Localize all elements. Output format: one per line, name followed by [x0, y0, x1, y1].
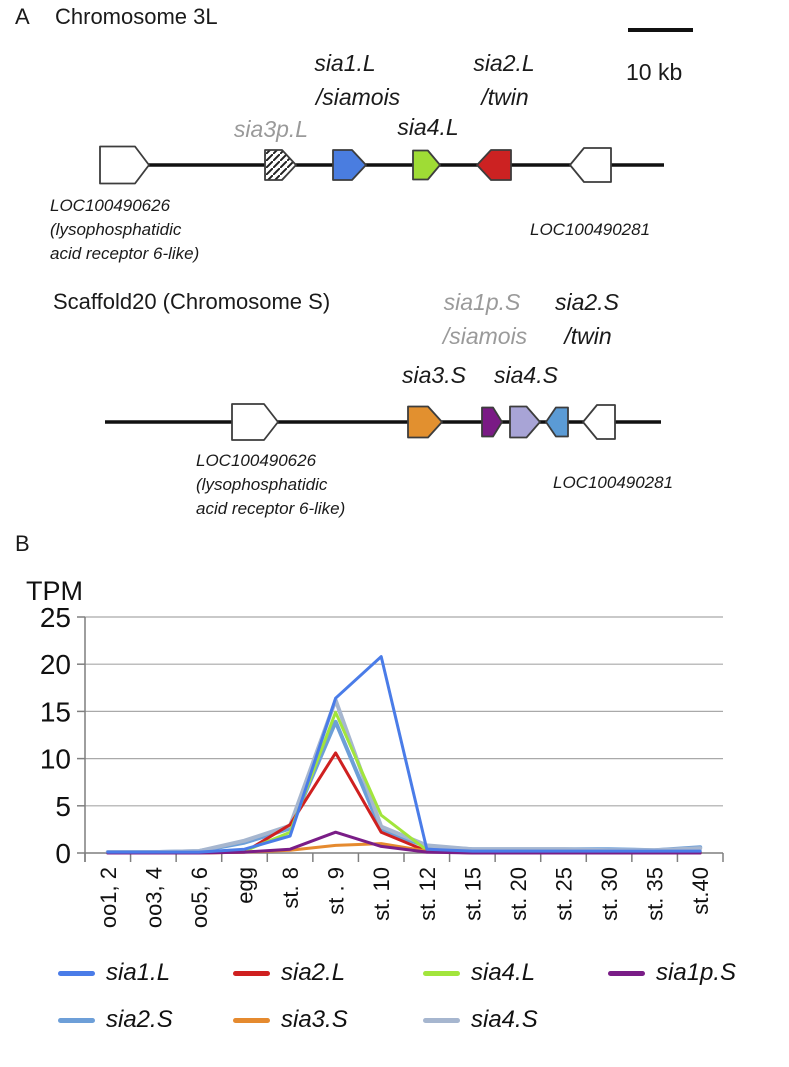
series-line-sia4-l — [106, 710, 702, 855]
x-tick-label-st-20: st. 20 — [506, 867, 531, 921]
x-tick-label-st-9: st . 9 — [324, 867, 349, 915]
x-tick-label-st-25: st. 25 — [552, 867, 577, 921]
panel-b-label: B — [15, 531, 30, 556]
gene-arrow-sia3p-l — [264, 149, 297, 181]
y-tick-label-15: 15 — [40, 696, 71, 727]
gene-arrow-sia4-l — [412, 149, 441, 181]
gene-label-loc100490626: LOC100490626 — [196, 451, 317, 470]
legend-swatch-sia1p-s — [608, 970, 645, 976]
series-line-sia1-l — [106, 655, 702, 854]
legend-item-sia1p-s: sia1p.S — [608, 961, 736, 985]
legend-swatch-sia4-l — [423, 970, 460, 976]
panel-a-label: A — [15, 4, 30, 29]
y-tick-label-5: 5 — [55, 791, 71, 822]
gene-label-sia3p-l: sia3p.L — [233, 116, 309, 142]
gene-label-twin: /twin — [564, 323, 612, 349]
x-tick-label-st-12: st. 12 — [415, 867, 440, 921]
gene-label-sia4-l: sia4.L — [397, 114, 459, 140]
x-tick-label-st-10: st. 10 — [369, 867, 394, 921]
y-tick-label-25: 25 — [40, 602, 71, 633]
gene-map — [99, 145, 664, 441]
gene-arrow-loc100490626 — [99, 145, 150, 185]
legend-swatch-sia4-s — [423, 1017, 460, 1023]
legend-item-sia1-l: sia1.L — [58, 961, 170, 985]
x-tick-label-st-15: st. 15 — [460, 867, 485, 921]
gene-label-acid-receptor-6-like: acid receptor 6-like) — [50, 244, 200, 263]
gene-label-siamois: /siamois — [315, 84, 401, 110]
legend-label-sia1p-s: sia1p.S — [656, 959, 737, 986]
legend-item-sia4-l: sia4.L — [423, 961, 535, 985]
gene-label-acid-receptor-6-like: acid receptor 6-like) — [196, 499, 346, 518]
x-tick-label-st-8: st. 8 — [278, 867, 303, 909]
legend-label-sia1-l: sia1.L — [106, 959, 171, 986]
gene-arrow-sia3-s — [407, 405, 443, 439]
gene-label-lysophosphatidic: (lysophosphatidic — [50, 220, 182, 239]
gene-label-loc100490626: LOC100490626 — [50, 196, 171, 215]
gene-arrow-sia2-l — [476, 149, 512, 181]
x-tick-label-oo5-6: oo5, 6 — [187, 867, 212, 928]
gene-label-sia3-s: sia3.S — [402, 362, 466, 388]
legend-label-sia4-l: sia4.L — [471, 959, 536, 986]
gene-arrow-sia4-s — [509, 405, 541, 439]
gene-label-sia2-l: sia2.L — [473, 50, 535, 76]
gene-arrow-loc100490281 — [582, 404, 616, 440]
legend-label-sia3-s: sia3.S — [281, 1006, 348, 1033]
legend-swatch-sia2-l — [233, 970, 270, 976]
y-axis-title: TPM — [26, 576, 83, 606]
x-tick-label-st-30: st. 30 — [597, 867, 622, 921]
scale-bar-label: 10 kb — [626, 59, 683, 85]
legend-item-sia4-s: sia4.S — [423, 1008, 538, 1032]
legend-swatch-sia3-s — [233, 1017, 270, 1023]
gene-label-lysophosphatidic: (lysophosphatidic — [196, 475, 328, 494]
gene-arrow-loc100490626 — [231, 403, 279, 441]
scaffold20-title: Scaffold20 (Chromosome S) — [53, 289, 331, 314]
chromosome-3l-title: Chromosome 3L — [55, 4, 218, 29]
legend-item-sia2-l: sia2.L — [233, 961, 345, 985]
x-tick-label-oo3-4: oo3, 4 — [141, 867, 166, 928]
gene-label-loc100490281: LOC100490281 — [553, 473, 674, 492]
gene-label-loc100490281: LOC100490281 — [530, 220, 651, 239]
gene-label-sia1-l: sia1.L — [314, 50, 376, 76]
legend-label-sia4-s: sia4.S — [471, 1006, 538, 1033]
x-tick-label-oo1-2: oo1, 2 — [96, 867, 121, 928]
gene-label-siamois: /siamois — [442, 323, 528, 349]
x-tick-label-st-35: st. 35 — [643, 867, 668, 921]
legend-item-sia2-s: sia2.S — [58, 1008, 173, 1032]
legend-item-sia3-s: sia3.S — [233, 1008, 348, 1032]
x-tick-label-st-40: st.40 — [688, 867, 713, 915]
gene-label-twin: /twin — [481, 84, 529, 110]
gene-arrow-sia1-l — [332, 149, 367, 181]
gene-label-sia1p-s: sia1p.S — [443, 289, 521, 315]
y-tick-label-0: 0 — [55, 838, 71, 869]
scale-bar — [628, 28, 693, 32]
legend-swatch-sia2-s — [58, 1017, 95, 1023]
gene-arrow-loc100490281 — [569, 147, 612, 183]
y-tick-label-20: 20 — [40, 649, 71, 680]
legend-swatch-sia1-l — [58, 970, 95, 976]
gene-label-sia4-s: sia4.S — [494, 362, 558, 388]
legend-label-sia2-s: sia2.S — [106, 1006, 173, 1033]
gene-arrow-sia2-s — [545, 406, 569, 438]
gene-arrow-sia1p-s — [481, 406, 503, 438]
x-tick-label-egg: egg — [233, 867, 258, 904]
series-line-sia4-s — [105, 698, 703, 855]
y-tick-label-10: 10 — [40, 744, 71, 775]
gene-label-sia2-s: sia2.S — [555, 289, 619, 315]
legend-label-sia2-l: sia2.L — [281, 959, 346, 986]
